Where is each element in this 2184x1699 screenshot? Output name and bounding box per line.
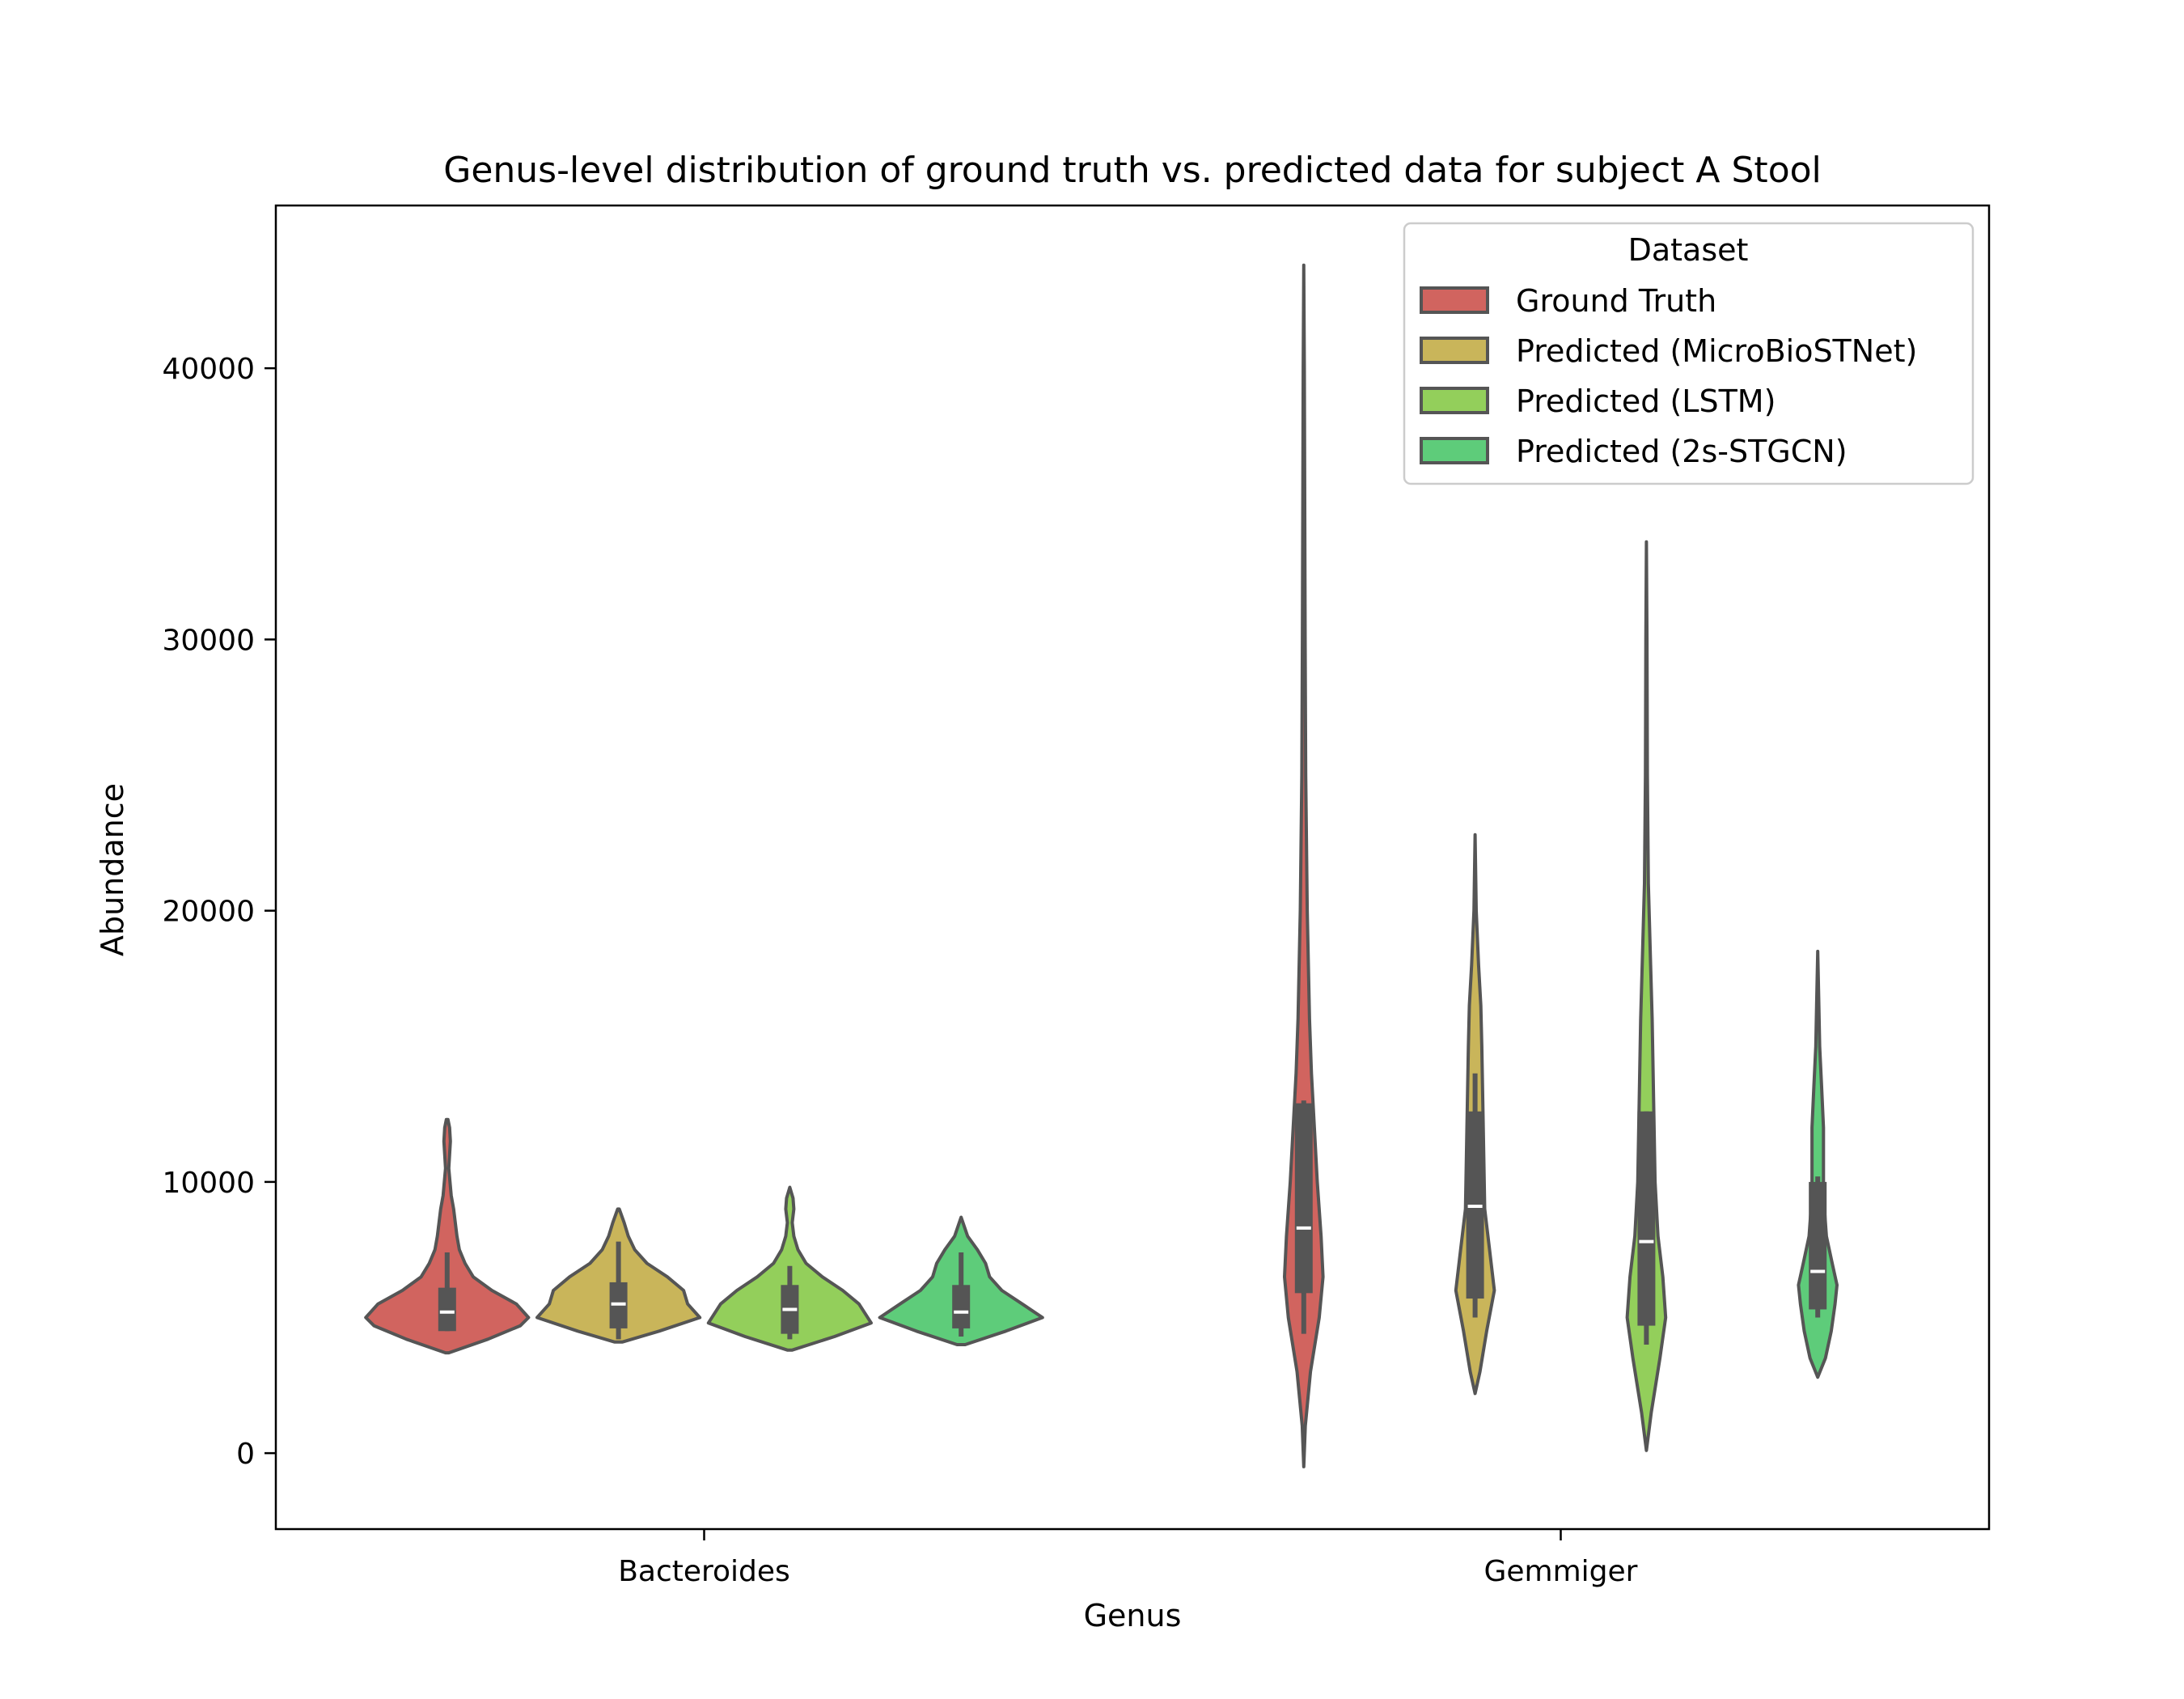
legend-entry-label: Predicted (MicroBioSTNet) — [1516, 333, 1917, 369]
violin-body — [1797, 949, 1839, 1379]
y-axis: 0 10000 20000 30000 40000 — [162, 353, 276, 1471]
violin-body — [364, 1117, 531, 1355]
violin-body — [1283, 263, 1325, 1468]
violin-iqr-box — [1294, 1103, 1313, 1294]
legend-swatch — [1420, 387, 1489, 414]
x-tick-label: Bacteroides — [618, 1555, 790, 1588]
x-axis-label: Genus — [1084, 1598, 1182, 1633]
x-tick-label: Gemmiger — [1484, 1555, 1638, 1588]
violin-iqr-box — [952, 1285, 971, 1328]
violin-iqr-box — [438, 1287, 456, 1332]
y-tick-label: 30000 — [162, 624, 255, 657]
legend-swatch — [1420, 437, 1489, 464]
legend-swatch — [1420, 286, 1489, 314]
chart-title: Genus-level distribution of ground truth… — [443, 150, 1822, 191]
y-tick-label: 40000 — [162, 353, 255, 386]
legend-entry-label: Predicted (LSTM) — [1516, 383, 1776, 419]
legend-swatch — [1420, 337, 1489, 364]
violin-iqr-box — [1809, 1181, 1827, 1310]
legend-entry-label: Predicted (2s-STGCN) — [1516, 434, 1848, 469]
plot-area — [364, 263, 1839, 1468]
legend-frame — [1403, 222, 1974, 485]
legend-entry-label: Ground Truth — [1516, 283, 1716, 319]
plot-frame — [274, 204, 1991, 1531]
violin-iqr-box — [1637, 1111, 1656, 1326]
y-tick-label: 20000 — [162, 896, 255, 929]
y-axis-label: Abundance — [95, 783, 130, 956]
y-tick-label: 10000 — [162, 1167, 255, 1200]
y-tick-label: 0 — [236, 1438, 255, 1471]
legend-title: Dataset — [1628, 232, 1749, 268]
legend: Dataset Ground Truth Predicted (MicroBioS… — [1403, 222, 1974, 485]
x-axis: Bacteroides Gemmiger — [618, 1529, 1638, 1588]
violin-body — [1625, 540, 1668, 1452]
